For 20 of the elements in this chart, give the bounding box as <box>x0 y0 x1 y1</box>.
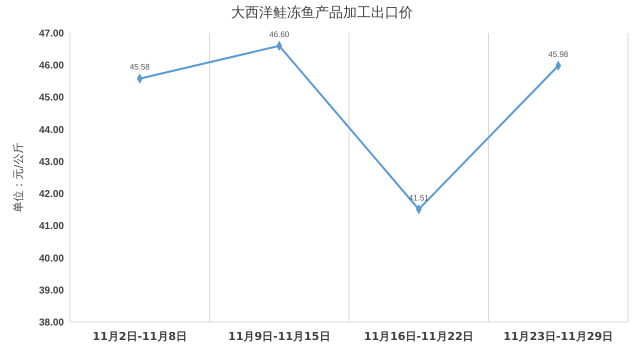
x-tick-label: 11月2日-11月8日 <box>92 330 187 343</box>
y-tick-label: 41.00 <box>38 221 64 232</box>
data-label: 45.98 <box>548 50 569 59</box>
x-tick-label: 11月23日-11月29日 <box>503 330 614 343</box>
data-label: 45.58 <box>130 62 150 72</box>
x-tick-label: 11月9日-11月15日 <box>228 330 330 343</box>
y-tick-label: 38.00 <box>38 318 64 328</box>
y-tick-label: 39.00 <box>38 285 64 296</box>
y-axis-title: 单位：元/公斤 <box>12 142 25 212</box>
y-tick-label: 40.00 <box>38 253 64 264</box>
y-tick-label: 46.00 <box>38 60 64 72</box>
data-label: 41.51 <box>408 193 430 202</box>
x-tick-label: 11月16日-11月22日 <box>364 330 474 343</box>
y-tick-label: 45.00 <box>38 92 64 104</box>
y-tick-label: 42.00 <box>38 189 64 200</box>
chart-title: 大西洋鲑冻鱼产品加工出口价 <box>231 5 413 21</box>
data-label: 46.60 <box>269 30 290 39</box>
y-tick-label: 43.00 <box>38 156 64 168</box>
y-tick-label: 47.00 <box>38 28 64 40</box>
y-tick-label: 44.00 <box>38 124 64 136</box>
